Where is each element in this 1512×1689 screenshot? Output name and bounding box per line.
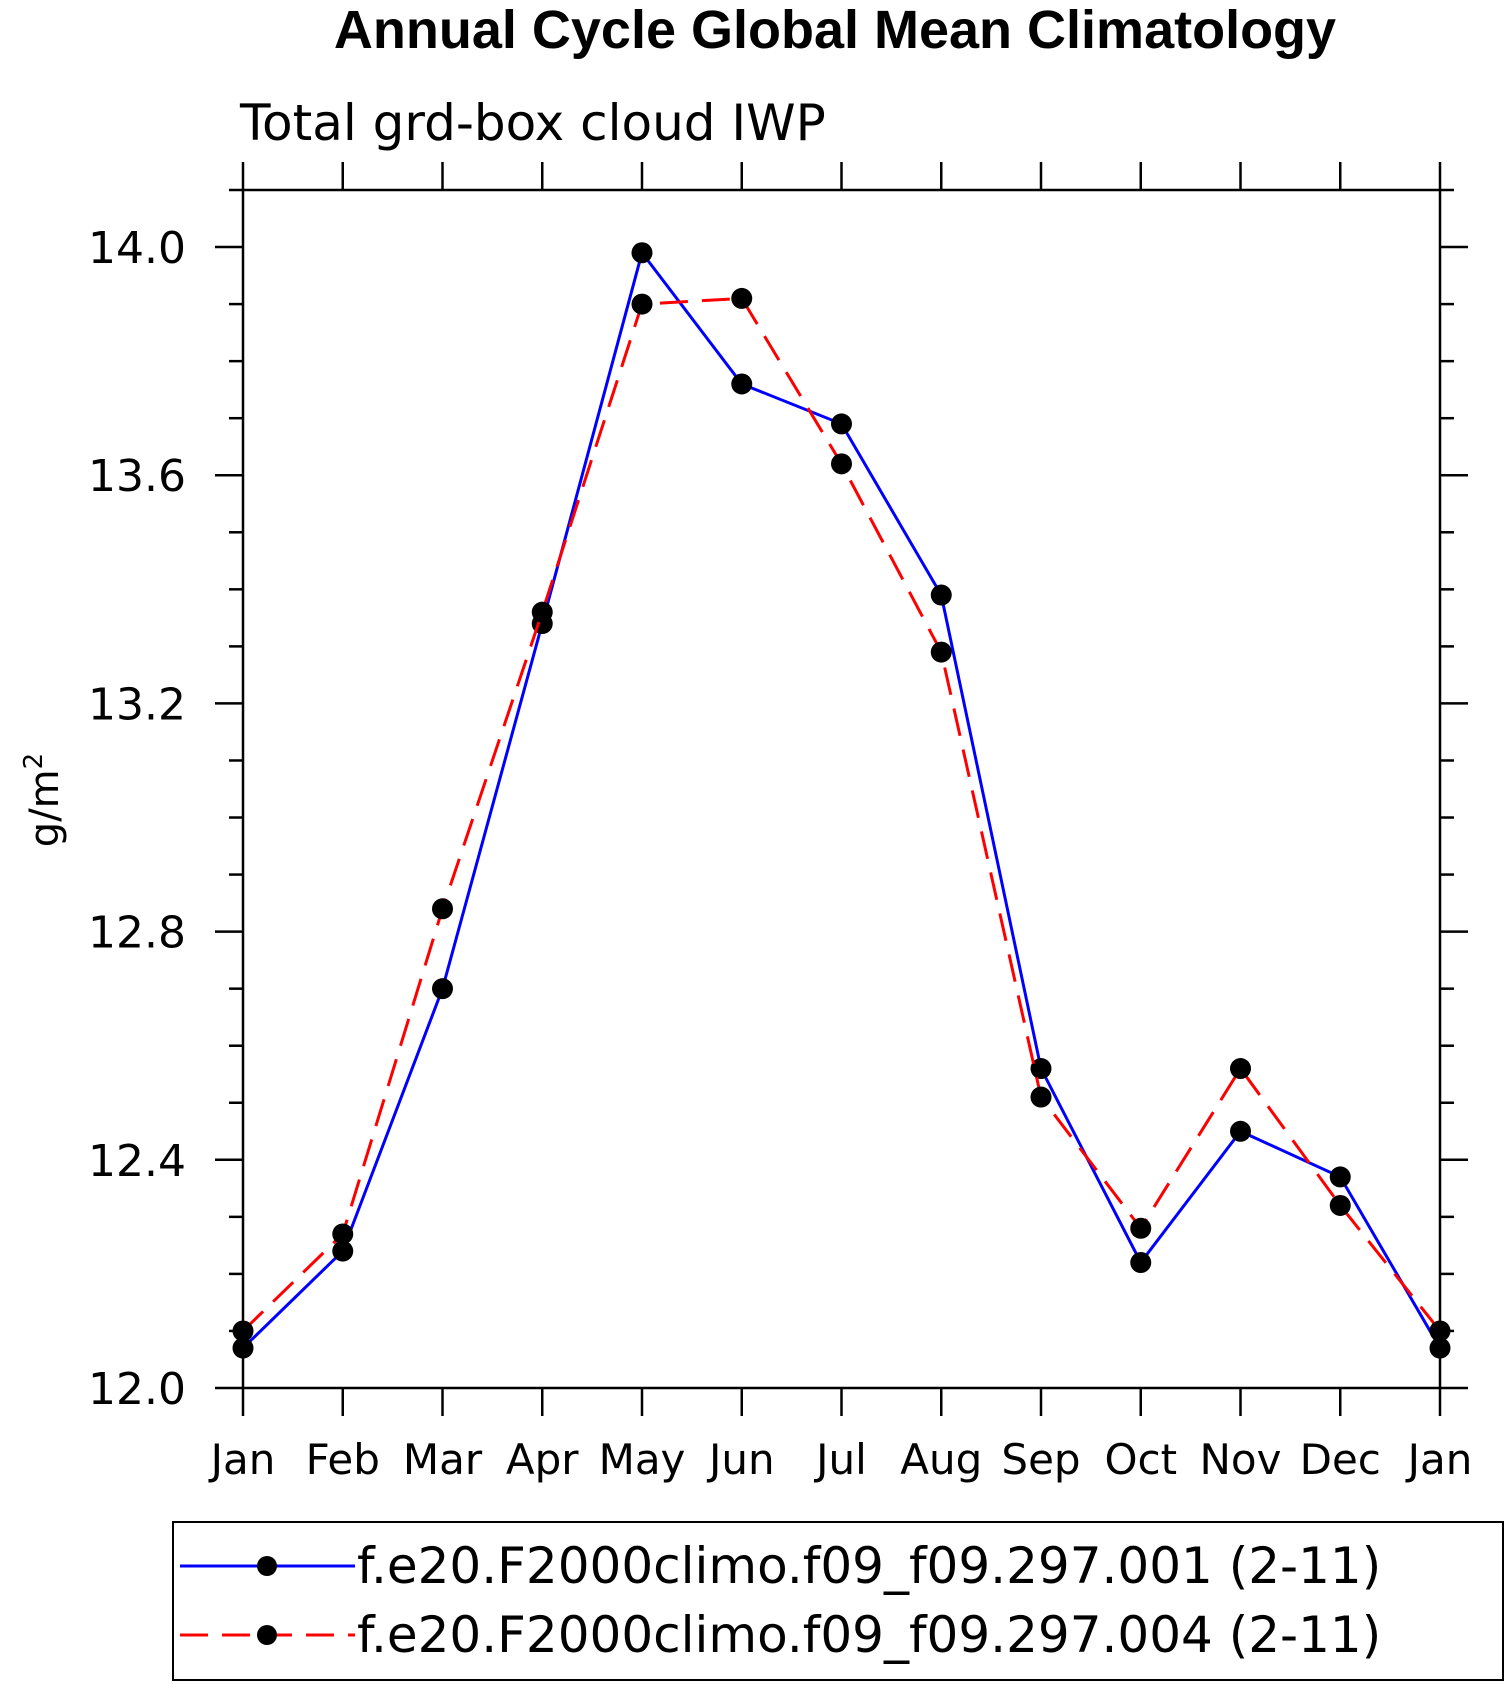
x-tick-label: Jan [1405,1435,1473,1484]
legend: f.e20.F2000climo.f09_f09.297.001 (2-11) … [172,1521,1504,1681]
y-tick-label: 12.0 [88,1364,186,1415]
legend-entry-1: f.e20.F2000climo.f09_f09.297.001 (2-11) [180,1537,1381,1595]
x-tick-label: Jan [208,1435,276,1484]
data-point-series-2 [432,898,453,920]
data-point-series-1 [1030,1058,1052,1080]
legend-marker-1 [257,1556,277,1576]
y-axis-label-superscript: 2 [19,753,49,770]
plot-frame [215,162,1468,1416]
data-point-series-2 [731,287,753,309]
data-point-series-1 [1130,1251,1152,1273]
data-point-series-1 [1429,1337,1451,1359]
chart-subtitle: Total grd-box cloud IWP [239,94,826,152]
y-axis-label: g/m2 [19,753,68,847]
data-point-series-2 [332,1223,354,1245]
series-layer [232,242,1451,1359]
data-point-series-2 [1429,1320,1451,1342]
x-tick-label: Dec [1300,1435,1381,1484]
data-point-series-1 [232,1337,254,1359]
y-tick-label: 12.4 [88,1136,186,1187]
data-point-series-2 [1030,1086,1052,1108]
legend-marker-2 [257,1625,277,1645]
x-tick-label: Jul [813,1435,867,1484]
chart-title: Annual Cycle Global Mean Climatology [334,0,1336,60]
y-tick-labels: 12.0 12.4 12.8 13.2 13.6 14.0 [88,223,186,1415]
data-point-series-2 [631,293,653,315]
data-point-series-2 [831,453,852,475]
x-tick-label: Oct [1104,1435,1177,1484]
x-tick-label: Mar [403,1435,483,1484]
x-tick-label: Aug [900,1435,982,1484]
x-tick-label: Jun [706,1435,775,1484]
legend-entry-2: f.e20.F2000climo.f09_f09.297.004 (2-11) [180,1606,1381,1664]
data-point-series-2 [1230,1058,1251,1080]
legend-box [172,1521,1504,1681]
data-point-series-1 [432,978,453,1000]
data-point-series-2 [930,641,952,663]
x-tick-label: Nov [1200,1435,1282,1484]
y-axis-label-base: g/m [22,769,68,847]
data-point-series-2 [1130,1217,1152,1239]
y-tick-label: 12.8 [88,908,186,959]
x-tick-label: May [599,1435,686,1484]
data-point-series-2 [1329,1194,1351,1216]
data-point-series-2 [232,1320,254,1342]
data-point-series-1 [731,373,753,395]
data-point-series-1 [1230,1120,1251,1142]
data-point-series-2 [531,601,553,623]
series-line-2 [241,296,1442,1333]
x-tick-label: Sep [1001,1435,1080,1484]
x-tick-label: Feb [306,1435,380,1484]
x-tick-labels: Jan Feb Mar Apr May Jun Jul Aug Sep Oct Nov Dec Jan [208,1435,1473,1484]
data-point-series-1 [831,413,852,435]
data-point-series-1 [1329,1166,1351,1188]
legend-label-2: f.e20.F2000climo.f09_f09.297.004 (2-11) [357,1606,1381,1664]
data-point-series-1 [332,1240,354,1262]
plot-border [241,188,1442,1390]
legend-label-1: f.e20.F2000climo.f09_f09.297.001 (2-11) [357,1537,1381,1595]
y-tick-label: 14.0 [88,223,186,274]
y-tick-label: 13.2 [88,679,186,730]
y-tick-label: 13.6 [88,451,186,502]
x-tick-label: Apr [506,1435,579,1484]
data-point-series-1 [631,242,653,264]
data-point-series-1 [930,584,952,606]
